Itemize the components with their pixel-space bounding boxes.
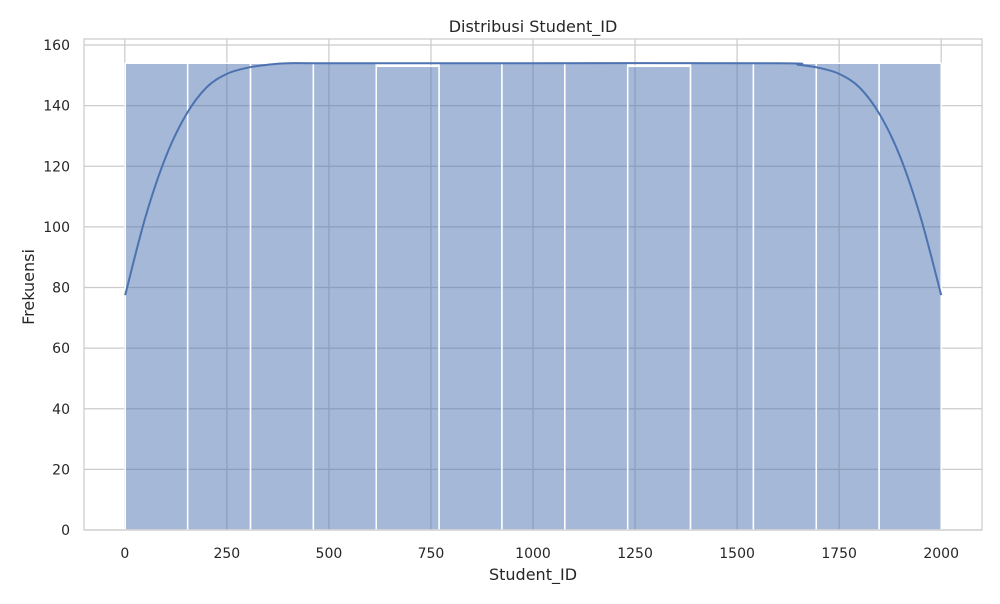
histogram-bar <box>564 62 629 531</box>
kde-curve <box>124 62 943 296</box>
x-axis-label: Student_ID <box>489 565 577 585</box>
y-tick-label: 80 <box>52 281 70 297</box>
histogram-bar <box>878 62 942 531</box>
y-tick-label: 20 <box>52 462 70 478</box>
plot-frame <box>83 38 983 531</box>
x-tick-label: 1250 <box>617 546 653 562</box>
x-tick-label: 1750 <box>821 546 857 562</box>
y-tick-label: 0 <box>61 523 70 539</box>
x-tick-label: 500 <box>316 546 343 562</box>
y-axis-label: Frekuensi <box>19 249 38 325</box>
y-tick-label: 60 <box>52 341 70 357</box>
histogram-bar <box>124 62 189 531</box>
y-tick-label: 160 <box>43 38 70 54</box>
histogram-bar <box>186 62 252 531</box>
histogram-bar <box>689 62 755 531</box>
y-tick-label: 40 <box>52 402 70 418</box>
y-tick-label: 100 <box>43 220 70 236</box>
tick-layer: 0 250 500 750 1000 1250 1500 1750 2000 0 20 40 60 80 1… <box>43 38 959 562</box>
x-tick-label: 1000 <box>515 546 551 562</box>
histogram-bar <box>438 62 503 531</box>
histogram-bar <box>249 62 315 531</box>
histogram-bar <box>815 62 880 531</box>
x-tick-label: 250 <box>213 546 240 562</box>
histogram-bar <box>375 65 440 531</box>
histogram-bar <box>501 62 566 531</box>
y-tick-label: 120 <box>43 159 70 175</box>
kde-layer <box>124 62 943 296</box>
bar-layer <box>124 62 942 531</box>
y-tick-label: 140 <box>43 99 70 115</box>
x-tick-label: 1500 <box>719 546 755 562</box>
histogram-bar <box>752 62 818 531</box>
chart-title: Distribusi Student_ID <box>449 17 618 37</box>
x-tick-label: 2000 <box>923 546 959 562</box>
histogram-bar <box>626 65 692 531</box>
x-tick-label: 0 <box>120 546 129 562</box>
x-tick-label: 750 <box>418 546 445 562</box>
histogram-bar <box>312 62 378 531</box>
